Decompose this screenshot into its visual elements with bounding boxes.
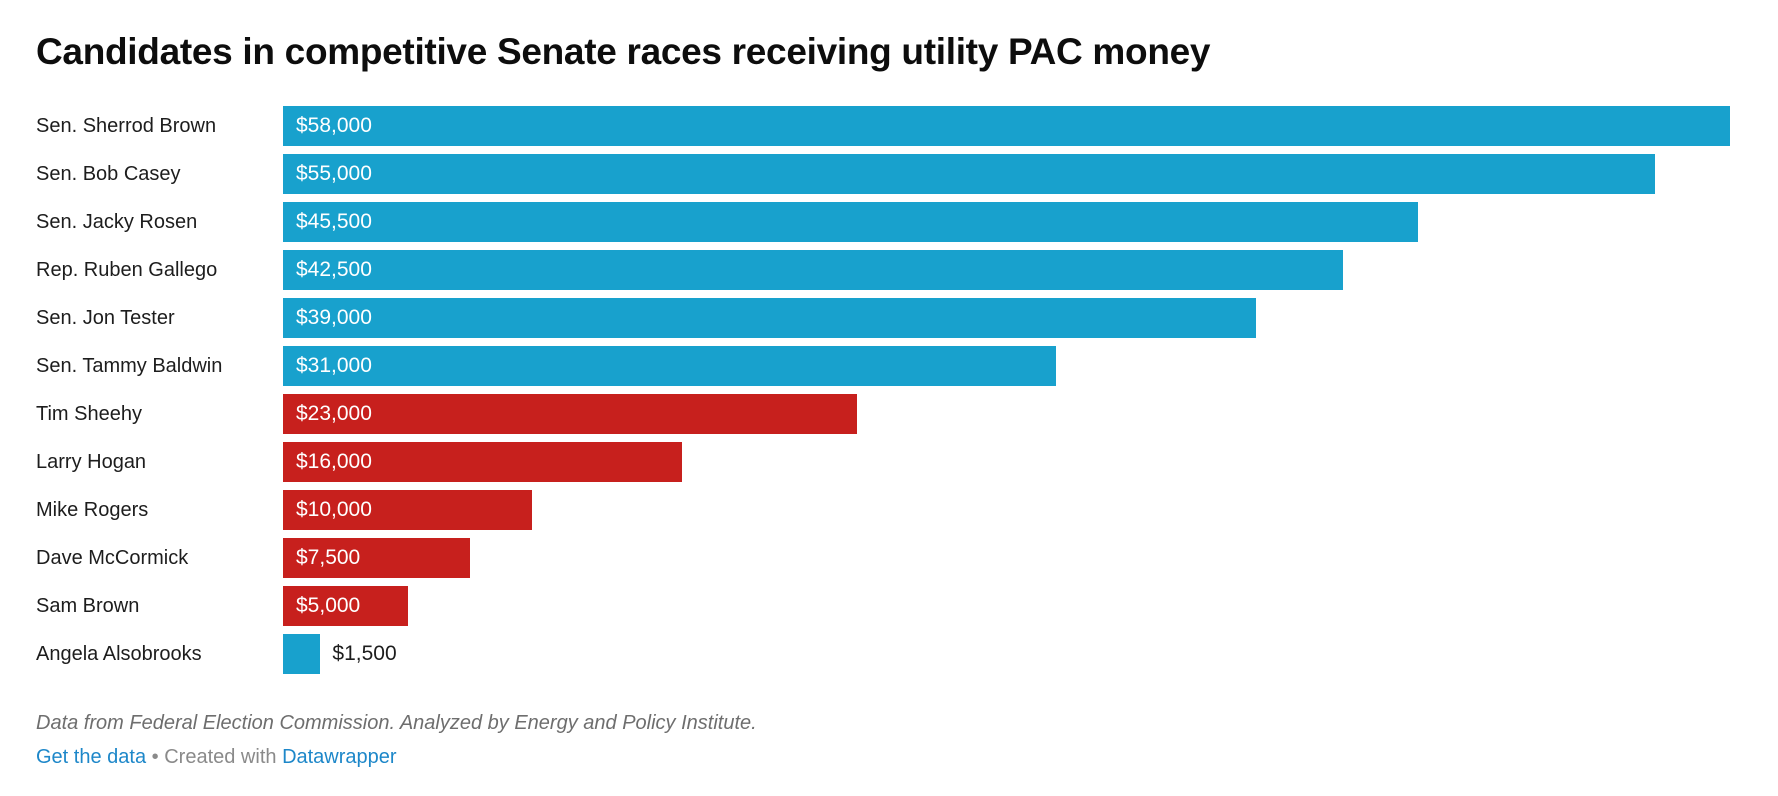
bar-value-label: $23,000	[296, 402, 372, 425]
candidate-label: Angela Alsobrooks	[36, 642, 202, 665]
bar-row: Dave McCormick $7,500	[36, 538, 1730, 578]
bar[interactable]: $55,000	[283, 154, 1656, 194]
bar-track: $55,000	[283, 154, 1730, 194]
bar[interactable]: $39,000	[283, 298, 1256, 338]
bar-value-label: $39,000	[296, 306, 372, 329]
chart-footer: Data from Federal Election Commission. A…	[36, 710, 1730, 770]
bar-value-label: $42,500	[296, 258, 372, 281]
bar-value-label: $1,500	[332, 642, 397, 665]
bar[interactable]: $45,500	[283, 202, 1419, 242]
candidate-label: Sen. Sherrod Brown	[36, 114, 217, 137]
bar[interactable]: $10,000	[283, 490, 533, 530]
bar-track: $31,000	[283, 346, 1730, 386]
bar-value-label: $10,000	[296, 498, 372, 521]
bar-track: $5,000	[283, 586, 1730, 626]
bar-track: $7,500	[283, 538, 1730, 578]
candidate-label: Tim Sheehy	[36, 402, 142, 425]
bar-row: Rep. Ruben Gallego $42,500	[36, 250, 1730, 290]
attribution-separator: •	[151, 746, 159, 768]
bar-track: $10,000	[283, 490, 1730, 530]
bar[interactable]: $7,500	[283, 538, 471, 578]
bar-track: $1,500	[283, 634, 1730, 674]
bar-track: $23,000	[283, 394, 1730, 434]
candidate-label: Sen. Jacky Rosen	[36, 210, 198, 233]
bar-value-label: $5,000	[296, 594, 361, 617]
bar-row: Sen. Sherrod Brown $58,000	[36, 106, 1730, 146]
bar-row: Tim Sheehy $23,000	[36, 394, 1730, 434]
bar[interactable]: $23,000	[283, 394, 857, 434]
bar[interactable]: $5,000	[283, 586, 408, 626]
created-with-text: Created with	[164, 746, 277, 768]
bar[interactable]: $42,500	[283, 250, 1344, 290]
bar-track: $39,000	[283, 298, 1730, 338]
bar-value-label: $45,500	[296, 210, 372, 233]
datawrapper-link[interactable]: Datawrapper	[282, 746, 397, 768]
bar-row: Sen. Jon Tester $39,000	[36, 298, 1730, 338]
candidate-label: Rep. Ruben Gallego	[36, 258, 218, 281]
candidate-label: Sen. Bob Casey	[36, 162, 181, 185]
bar-row: Mike Rogers $10,000	[36, 490, 1730, 530]
bar-value-label: $7,500	[296, 546, 361, 569]
bar[interactable]: $58,000	[283, 106, 1730, 146]
candidate-label: Sen. Jon Tester	[36, 306, 175, 329]
bar-row: Sen. Bob Casey $55,000	[36, 154, 1730, 194]
source-note: Data from Federal Election Commission. A…	[36, 712, 757, 734]
attribution-line: Get the data • Created with Datawrapper	[36, 744, 1730, 770]
bar[interactable]	[283, 634, 321, 674]
bar[interactable]: $31,000	[283, 346, 1057, 386]
bar[interactable]: $16,000	[283, 442, 683, 482]
bar-track: $42,500	[283, 250, 1730, 290]
bar-row: Larry Hogan $16,000	[36, 442, 1730, 482]
bar-chart: Sen. Sherrod Brown $58,000 Sen. Bob Casey $…	[36, 106, 1730, 674]
candidate-label: Larry Hogan	[36, 450, 147, 473]
bar-value-label: $16,000	[296, 450, 372, 473]
chart-title: Candidates in competitive Senate races r…	[36, 31, 1211, 72]
bar-value-label: $58,000	[296, 114, 372, 137]
candidate-label: Sen. Tammy Baldwin	[36, 354, 223, 377]
bar-row: Sam Brown $5,000	[36, 586, 1730, 626]
bar-value-label: $31,000	[296, 354, 372, 377]
candidate-label: Sam Brown	[36, 594, 140, 617]
bar-value-label: $55,000	[296, 162, 372, 185]
bar-track: $45,500	[283, 202, 1730, 242]
candidate-label: Dave McCormick	[36, 546, 189, 569]
bar-row: Angela Alsobrooks $1,500	[36, 634, 1730, 674]
bar-row: Sen. Tammy Baldwin $31,000	[36, 346, 1730, 386]
bar-row: Sen. Jacky Rosen $45,500	[36, 202, 1730, 242]
bar-track: $58,000	[283, 106, 1730, 146]
get-the-data-link[interactable]: Get the data	[36, 746, 147, 768]
bar-track: $16,000	[283, 442, 1730, 482]
candidate-label: Mike Rogers	[36, 498, 149, 521]
